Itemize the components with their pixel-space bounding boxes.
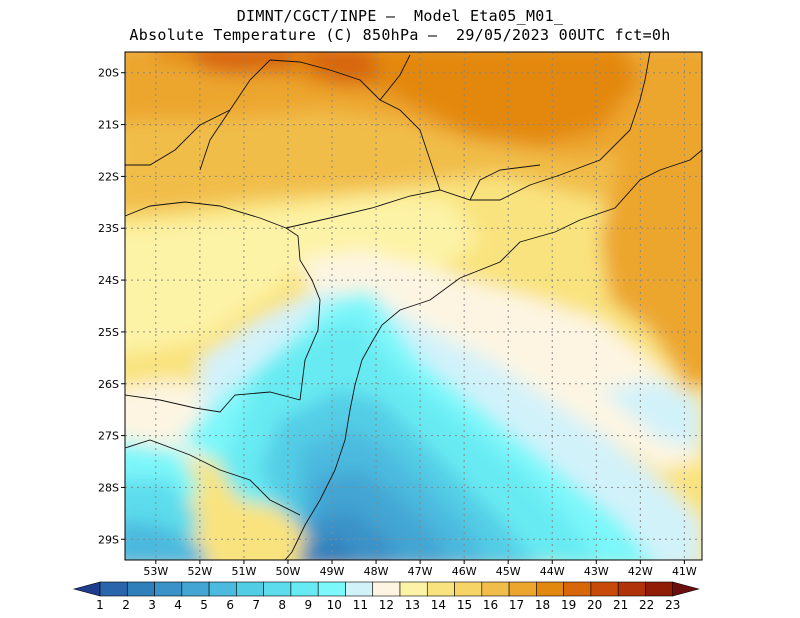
colorbar-label: 15 bbox=[457, 598, 472, 612]
colorbar-label: 17 bbox=[509, 598, 524, 612]
colorbar-arrow-high bbox=[672, 581, 700, 597]
colorbar-swatch bbox=[590, 581, 619, 597]
colorbar-label: 6 bbox=[226, 598, 234, 612]
lon-label: 48W bbox=[364, 565, 389, 578]
colorbar-swatch bbox=[536, 581, 564, 597]
colorbar-swatch bbox=[617, 581, 646, 597]
colorbar-swatch bbox=[454, 581, 483, 597]
chart-title-line1: DIMNT/CGCT/INPE — Model Eta05_M01_ bbox=[236, 7, 564, 25]
colorbar-swatch bbox=[154, 581, 183, 597]
lon-label: 53W bbox=[143, 565, 168, 578]
colorbar-label: 9 bbox=[304, 598, 312, 612]
colorbar-swatch bbox=[508, 581, 537, 597]
color-bar: 1 2 3 4 5 6 7 8 9 10 11 12 13 14 15 16 17 18 19 20 21 22 23 bbox=[72, 581, 700, 612]
colorbar-label: 12 bbox=[379, 598, 394, 612]
colorbar-label: 19 bbox=[561, 598, 576, 612]
lon-label: 46W bbox=[452, 565, 477, 578]
colorbar-swatch bbox=[208, 581, 237, 597]
colorbar-label: 21 bbox=[613, 598, 628, 612]
lon-label: 41W bbox=[672, 565, 697, 578]
lat-label: 29S bbox=[98, 533, 119, 546]
lat-label: 28S bbox=[98, 481, 119, 494]
colorbar-swatch bbox=[236, 581, 264, 597]
lon-label: 51W bbox=[231, 565, 256, 578]
colorbar-label: 18 bbox=[535, 598, 550, 612]
longitude-labels: 53W 52W 51W 50W 49W 48W 47W 46W 45W 44W 43W 42W 41W bbox=[143, 560, 697, 578]
colorbar-swatch bbox=[126, 581, 155, 597]
colorbar-swatch bbox=[481, 581, 510, 597]
colorbar-label: 2 bbox=[122, 598, 130, 612]
lat-label: 22S bbox=[98, 170, 119, 183]
colorbar-swatch bbox=[399, 581, 428, 597]
colorbar-swatch bbox=[426, 581, 455, 597]
colorbar-label: 22 bbox=[639, 598, 654, 612]
colorbar-label: 3 bbox=[148, 598, 156, 612]
colorbar-label: 23 bbox=[665, 598, 680, 612]
lat-label: 23S bbox=[98, 222, 119, 235]
lon-label: 43W bbox=[584, 565, 609, 578]
colorbar-label: 5 bbox=[200, 598, 208, 612]
colorbar-swatch bbox=[345, 581, 374, 597]
temperature-field bbox=[125, 52, 702, 560]
lat-label: 27S bbox=[98, 430, 119, 443]
colorbar-label: 1 bbox=[96, 598, 104, 612]
colorbar-label: 20 bbox=[587, 598, 602, 612]
colorbar-arrow-low bbox=[72, 581, 101, 597]
lon-label: 50W bbox=[276, 565, 301, 578]
boundary-lines bbox=[124, 51, 703, 561]
lat-label: 25S bbox=[98, 326, 119, 339]
lat-label: 24S bbox=[98, 274, 119, 287]
lat-lon-grid bbox=[125, 52, 702, 560]
lon-label: 49W bbox=[320, 565, 345, 578]
lat-label: 26S bbox=[98, 378, 119, 391]
colorbar-swatch bbox=[290, 581, 319, 597]
colorbar-swatch bbox=[317, 581, 346, 597]
lon-label: 44W bbox=[540, 565, 565, 578]
colorbar-label: 14 bbox=[431, 598, 446, 612]
colorbar-swatch bbox=[563, 581, 592, 597]
colorbar-swatch bbox=[645, 581, 674, 597]
map-frame bbox=[124, 51, 703, 561]
lat-label: 21S bbox=[98, 119, 119, 132]
lon-label: 45W bbox=[496, 565, 521, 578]
chart-title-line2: Absolute Temperature (C) 850hPa — 29/05/… bbox=[129, 26, 671, 44]
colorbar-label: 16 bbox=[483, 598, 498, 612]
colorbar-label: 13 bbox=[405, 598, 420, 612]
colorbar-swatch bbox=[263, 581, 292, 597]
lat-label: 20S bbox=[98, 67, 119, 80]
colorbar-swatch bbox=[372, 581, 401, 597]
latitude-labels: 20S 21S 22S 23S 24S 25S 26S 27S 28S 29S bbox=[98, 67, 125, 546]
colorbar-swatch bbox=[99, 581, 128, 597]
colorbar-label: 11 bbox=[353, 598, 368, 612]
colorbar-label: 7 bbox=[252, 598, 260, 612]
colorbar-label: 10 bbox=[327, 598, 342, 612]
lon-label: 42W bbox=[628, 565, 653, 578]
lon-label: 47W bbox=[408, 565, 433, 578]
lon-label: 52W bbox=[187, 565, 212, 578]
colorbar-label: 4 bbox=[174, 598, 182, 612]
colorbar-swatch bbox=[181, 581, 210, 597]
colorbar-label: 8 bbox=[278, 598, 286, 612]
